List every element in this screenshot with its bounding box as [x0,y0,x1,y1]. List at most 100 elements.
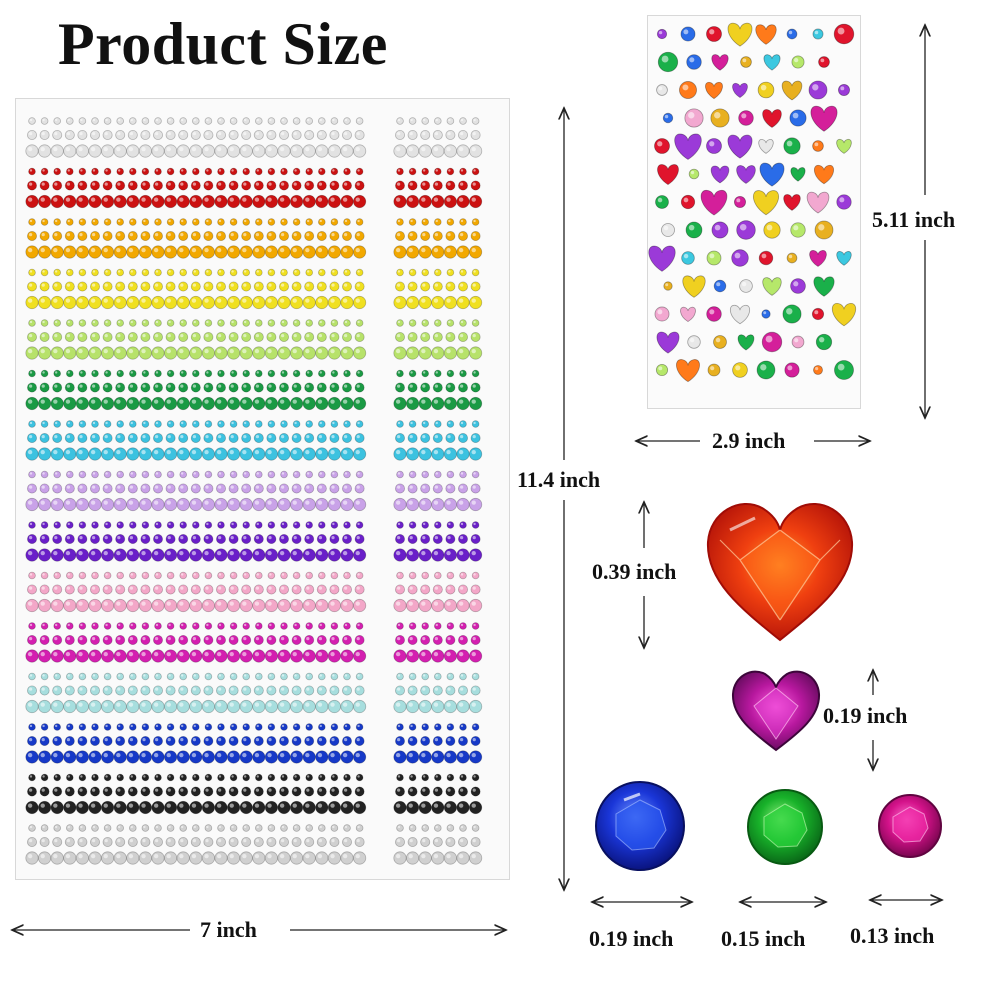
rhinestone-highlight [306,219,310,223]
rhinestone-highlight [256,421,259,425]
rhinestone-highlight [473,270,476,273]
rhinestone-highlight [422,384,426,388]
rhinestone-highlight [230,182,234,186]
rhinestone-highlight [79,334,83,338]
rhinestone-highlight [279,399,285,404]
big-sheet-gems [25,117,483,865]
rhinestone-highlight [54,283,58,287]
pink-round-gem [878,794,942,858]
rhinestone-highlight [92,371,96,374]
rhinestone-highlight [281,118,285,122]
rhinestone-highlight [355,298,360,303]
rhinestone-highlight [256,169,259,172]
rhinestone-highlight [179,146,184,152]
rhinestone-highlight [460,320,464,324]
rhinestone-highlight [78,298,83,303]
rhinestone-highlight [192,334,197,338]
rhinestone-highlight [409,283,413,287]
rhinestone-highlight [29,334,33,338]
rhinestone-highlight [256,371,259,374]
rhinestone-highlight [473,371,476,374]
rhinestone-highlight [356,334,360,338]
rhinestone-highlight [294,169,297,172]
rhinestone-highlight [129,384,134,388]
rhinestone-highlight [306,421,310,425]
rhinestone-highlight [193,118,196,122]
rhinestone-highlight [318,384,323,388]
rhinestone-highlight [243,132,247,136]
rhinestone-highlight [422,435,426,439]
rhinestone-highlight [65,247,71,253]
rhinestone-highlight [281,132,285,136]
rhinestone-highlight [41,132,45,136]
rhinestone-highlight [41,384,45,388]
rhinestone-highlight [344,371,348,374]
rhinestone-highlight [472,384,476,388]
rhinestone-highlight [180,118,184,122]
rhinestone-highlight [448,320,451,324]
rhinestone-highlight [471,197,476,202]
rhinestone-highlight [90,146,96,152]
rhinestone-highlight [318,334,323,338]
rhinestone-highlight [41,283,45,287]
rhinestone-highlight [29,320,33,324]
rhinestone-highlight [53,247,58,253]
rhinestone-highlight [344,182,348,186]
rhinestone-highlight [447,283,451,287]
rhinestone-highlight [242,399,247,404]
rhinestone-highlight [460,371,464,374]
rhinestone-highlight [342,247,348,253]
rhinestone-highlight [27,197,33,202]
rhinestone-highlight [408,146,413,152]
rhinestone-highlight [397,233,401,237]
rhinestone-highlight [79,435,83,439]
rhinestone-highlight [53,399,58,404]
rhinestone-highlight [473,421,476,425]
rhinestone-highlight [153,146,159,152]
rhinestone-highlight [422,421,426,425]
rhinestone-highlight [27,146,33,152]
rhinestone-highlight [421,247,426,253]
rhinestone-highlight [231,219,234,223]
rhinestone-highlight [331,435,335,439]
rhinestone-highlight [342,298,348,303]
rhinestone-highlight [66,334,71,338]
rhinestone-highlight [256,320,259,324]
rhinestone-highlight [54,182,58,186]
rhinestone-highlight [472,233,476,237]
rhinestone-highlight [53,348,58,354]
rhinestone-highlight [192,384,197,388]
rhinestone-highlight [231,169,234,172]
rhinestone-highlight [332,270,335,273]
rhinestone-highlight [142,233,146,237]
rhinestone-highlight [408,197,413,202]
rhinestone-highlight [29,233,33,237]
rhinestone-highlight [78,348,83,354]
rhinestone-highlight [422,219,426,223]
rhinestone-highlight [130,219,133,223]
rhinestone-highlight [103,247,108,253]
rhinestone-highlight [218,421,222,425]
rhinestone-highlight [243,371,247,374]
rhinestone-highlight [267,399,272,404]
rhinestone-highlight [458,197,464,202]
rhinestone-highlight [254,197,260,202]
blue-round-gem [595,781,685,871]
rhinestone-highlight [80,320,83,324]
rhinestone-highlight [292,298,297,303]
rhinestone-highlight [434,182,439,186]
rhinestone-highlight [193,320,196,324]
rhinestone-highlight [306,384,310,388]
rhinestone-highlight [104,283,108,287]
rhinestone-highlight [344,132,348,136]
rhinestone-highlight [206,169,209,172]
rhinestone-highlight [243,421,247,425]
rhinestone-highlight [355,399,360,404]
rhinestone-highlight [332,219,335,223]
rhinestone-highlight [155,320,159,324]
rhinestone-highlight [446,146,451,152]
rhinestone-highlight [306,270,310,273]
rhinestone-highlight [153,197,159,202]
rhinestone-highlight [66,435,71,439]
rhinestone-highlight [204,146,209,152]
